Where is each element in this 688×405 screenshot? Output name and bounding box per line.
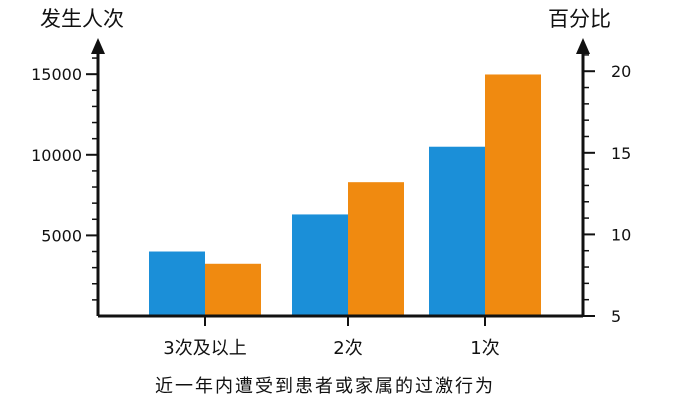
left-tick-label: 10000 xyxy=(31,146,82,165)
bars-layer xyxy=(149,74,541,316)
right-tick-label: 5 xyxy=(611,307,621,326)
bar-percent-2 xyxy=(485,74,541,316)
bar-count-1 xyxy=(292,214,348,316)
left-tick-label: 5000 xyxy=(41,226,82,245)
ticks-layer: 5000 10000 15000 5 10 15 20 3次及以上 2次 1次 xyxy=(31,54,631,359)
category-label: 3次及以上 xyxy=(163,338,246,359)
right-axis-title: 百分比 xyxy=(548,7,611,31)
category-label: 2次 xyxy=(333,338,362,359)
left-axis-arrow xyxy=(91,38,105,54)
right-tick-label: 10 xyxy=(611,225,631,244)
left-axis-title: 发生人次 xyxy=(40,7,124,31)
left-tick-label: 15000 xyxy=(31,65,82,84)
category-label: 1次 xyxy=(470,338,499,359)
right-axis-arrow xyxy=(576,38,590,54)
axes-layer xyxy=(91,38,590,318)
bar-percent-1 xyxy=(348,182,404,316)
bar-count-0 xyxy=(149,251,205,316)
bar-percent-0 xyxy=(205,263,261,316)
bar-count-2 xyxy=(429,146,485,316)
right-tick-label: 20 xyxy=(611,62,631,81)
right-tick-label: 15 xyxy=(611,144,631,163)
chart-caption: 近一年内遭受到患者或家属的过激行为 xyxy=(155,376,495,397)
